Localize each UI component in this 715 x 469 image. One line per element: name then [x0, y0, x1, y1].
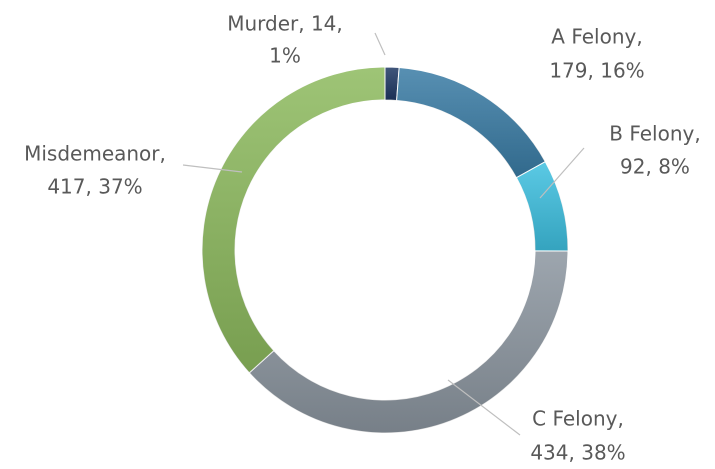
data-label: Misdemeanor, [24, 142, 166, 166]
slice: A Felony [396, 67, 546, 179]
data-label: 417, 37% [47, 175, 142, 199]
data-label: A Felony, [551, 25, 642, 49]
leader-line [447, 379, 521, 436]
leader-line [374, 32, 386, 56]
slice: Misdemeanor [201, 66, 386, 374]
data-label: C Felony, [532, 407, 624, 431]
data-label: 92, 8% [620, 155, 690, 179]
slice-group: Misdemeanor [201, 66, 386, 374]
slice-group: A Felony [396, 67, 546, 179]
slice-group: C Felony [248, 250, 569, 434]
data-label: 179, 16% [549, 59, 644, 83]
data-label: B Felony, [609, 122, 700, 146]
data-label: 434, 38% [530, 441, 625, 465]
leader-line [539, 147, 585, 199]
leader-line [182, 164, 243, 173]
data-label: Murder, 14, [227, 12, 343, 36]
data-label: 1% [269, 44, 301, 68]
slice: C Felony [248, 250, 569, 434]
